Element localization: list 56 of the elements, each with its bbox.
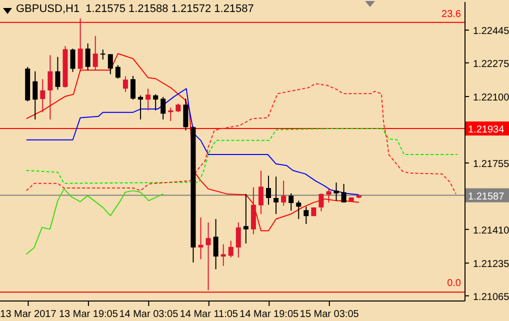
candlestick	[228, 240, 234, 258]
candlestick	[296, 200, 302, 220]
candlestick	[213, 218, 218, 270]
candlestick	[85, 42, 90, 71]
candlestick	[281, 180, 286, 206]
x-tick-label: 15 Mar 03:05	[300, 309, 360, 320]
candlestick	[48, 54, 53, 120]
candlestick	[236, 222, 241, 258]
y-tick-label: 1.21410	[473, 225, 509, 236]
candlestick	[266, 175, 272, 206]
line-series	[26, 188, 164, 255]
candlestick	[318, 192, 324, 212]
x-tick-label: 13 Mar 19:05	[58, 309, 118, 320]
candlestick	[122, 76, 128, 92]
candlestick	[274, 176, 279, 214]
candlestick	[160, 96, 166, 120]
y-tick-label: 1.22445	[473, 26, 509, 38]
y-tick-label: 1.21235	[473, 259, 509, 270]
annotation: 0.0	[447, 278, 461, 289]
line-series	[26, 83, 456, 194]
candlestick	[78, 18, 83, 72]
annotation: 23.6	[442, 9, 461, 20]
line-series	[26, 128, 458, 184]
y-tick-label: 1.22275	[473, 58, 509, 70]
candlestick	[220, 244, 226, 266]
candlestick	[243, 193, 248, 244]
x-tick-label: 14 Mar 19:05	[240, 309, 300, 320]
x-tick-label: 13 Mar 2017	[0, 309, 57, 320]
candlestick	[334, 182, 339, 202]
candlestick	[55, 56, 60, 90]
candlestick	[304, 206, 309, 224]
candlestick	[108, 54, 113, 75]
candlestick	[183, 98, 188, 131]
candlestick	[341, 183, 346, 203]
candlestick	[153, 94, 158, 111]
ref-line-label: 1.21934	[468, 124, 505, 136]
candlestick	[100, 49, 106, 60]
candlestick	[138, 94, 144, 120]
candlestick	[258, 170, 264, 214]
candlestick	[40, 78, 46, 113]
ref-line-label: 1.21587	[468, 191, 505, 202]
candlestick	[70, 48, 76, 72]
y-tick-label: 1.21065	[473, 292, 509, 303]
candlestick	[198, 216, 204, 260]
candlestick	[32, 70, 38, 120]
x-tick-label: 14 Mar 03:05	[119, 309, 179, 320]
candlestick	[288, 192, 294, 212]
y-tick-label: 1.22100	[473, 92, 509, 104]
candlestick	[115, 64, 120, 80]
candlestick	[206, 222, 211, 291]
candlestick	[146, 88, 151, 111]
candlestick	[130, 75, 136, 100]
chart-title: GBPUSD,H1 1.21575 1.21588 1.21572 1.21587	[16, 3, 254, 15]
y-tick-label: 1.21755	[473, 158, 509, 170]
candlestick	[92, 36, 98, 71]
x-tick-label: 14 Mar 11:05	[180, 309, 238, 320]
